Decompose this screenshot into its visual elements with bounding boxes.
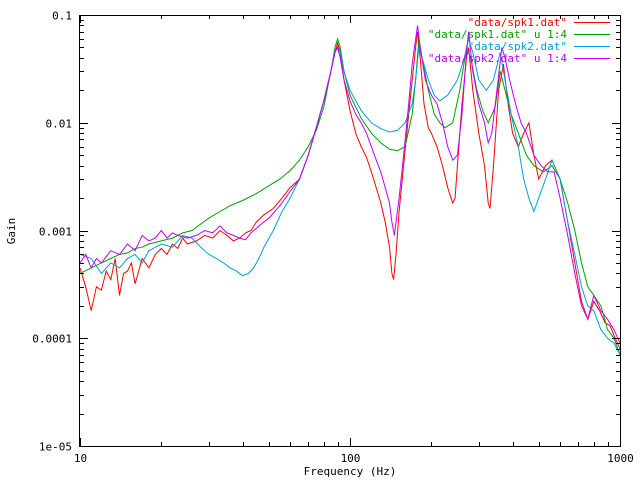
series-line-3	[79, 36, 621, 356]
y-tick-label: 1e-05	[39, 441, 72, 454]
x-tick-label: 10	[74, 452, 87, 465]
y-tick-label: 0.1	[52, 10, 72, 23]
y-tick-label: 0.01	[46, 118, 73, 131]
y-tick-label: 0.001	[39, 226, 72, 239]
legend-label-2: "data/spk1.dat" u 1:4	[428, 28, 567, 41]
legend-label-3: "data/spk2.dat"	[468, 40, 567, 53]
plot-frame	[79, 15, 621, 447]
y-axis-label: Gain	[5, 218, 18, 245]
legend-label-4: "data/spk2.dat" u 1:4	[428, 52, 567, 65]
series-line-2	[79, 37, 621, 356]
legend: "data/spk1.dat""data/spk1.dat" u 1:4"dat…	[428, 16, 610, 65]
x-tick-label: 100	[341, 452, 361, 465]
series-layer	[79, 25, 621, 356]
y-tick-label: 0.0001	[32, 333, 72, 346]
legend-label-1: "data/spk1.dat"	[468, 16, 567, 29]
series-line-4	[79, 25, 621, 344]
x-axis-label: Frequency (Hz)	[304, 465, 397, 478]
x-tick-label: 1000	[607, 452, 634, 465]
